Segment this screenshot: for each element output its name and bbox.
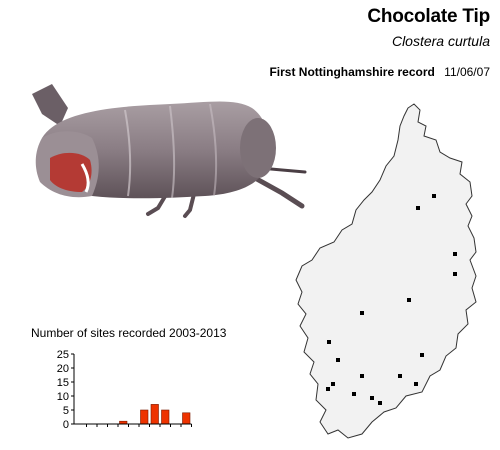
bar-2009 [140, 409, 149, 425]
site-dot [378, 401, 382, 405]
site-dot [336, 358, 340, 362]
site-dot [453, 272, 457, 276]
site-dot [352, 392, 356, 396]
site-dot [453, 252, 457, 256]
first-record-line: First Nottinghamshire record 11/06/07 [269, 65, 490, 79]
site-dot [416, 206, 420, 210]
bar-2011 [161, 409, 170, 425]
site-dot [370, 396, 374, 400]
site-dot [398, 374, 402, 378]
county-outline [295, 103, 477, 439]
first-record-label: First Nottinghamshire record [269, 65, 435, 79]
county-map [295, 103, 477, 439]
site-dot [327, 340, 331, 344]
y-tick-label: 15 [57, 377, 69, 389]
x-axis-ticks [86, 424, 192, 427]
bar-2010 [150, 404, 159, 425]
site-dot [326, 387, 330, 391]
first-record-date: 11/06/07 [444, 65, 490, 79]
y-tick-label: 25 [57, 349, 69, 361]
site-dot [407, 298, 411, 302]
site-dot [420, 353, 424, 357]
sites-bar-chart: 0 5 10 15 20 25 [57, 349, 192, 431]
moth-photo [32, 84, 307, 218]
site-dot [432, 194, 436, 198]
y-tick-label: 10 [57, 391, 69, 403]
y-axis: 0 5 10 15 20 25 [57, 349, 74, 431]
site-dot [360, 311, 364, 315]
y-tick-label: 0 [63, 419, 69, 431]
site-dot [331, 382, 335, 386]
chart-title: Number of sites recorded 2003-2013 [31, 326, 227, 340]
y-tick-label: 5 [63, 405, 69, 417]
bar-series [119, 404, 191, 425]
site-dot [360, 374, 364, 378]
site-dot [414, 382, 418, 386]
species-latin-name: Clostera curtula [391, 33, 490, 49]
bar-2013 [182, 412, 191, 425]
species-common-name: Chocolate Tip [367, 6, 490, 27]
y-tick-label: 20 [57, 363, 69, 375]
